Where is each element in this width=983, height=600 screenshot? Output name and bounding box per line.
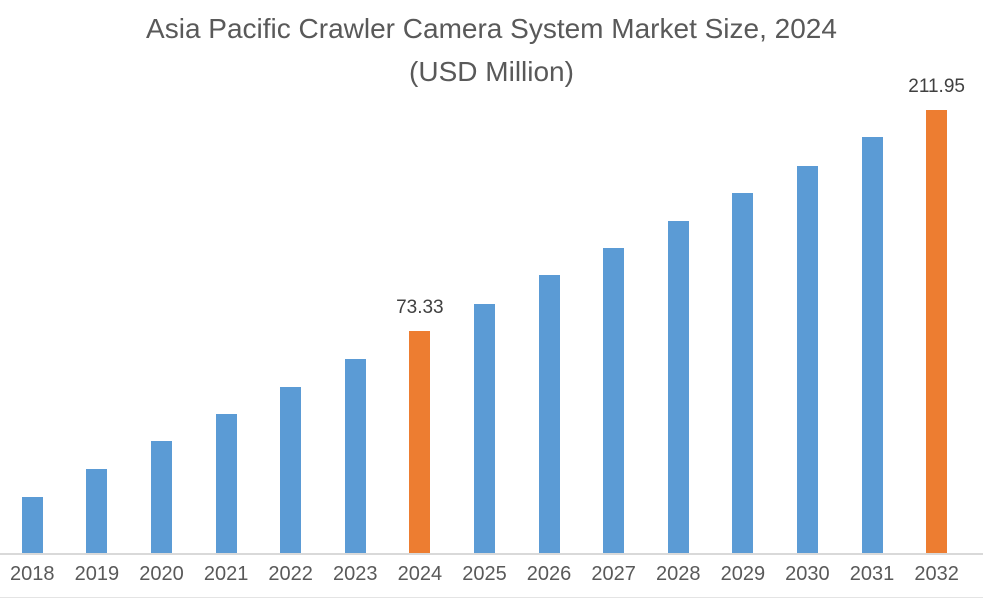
x-tick-2030: 2030 bbox=[785, 563, 830, 585]
bar-2029 bbox=[732, 193, 754, 554]
bar-2025 bbox=[473, 304, 495, 554]
bar-slot-2032: 211.95 bbox=[904, 0, 969, 554]
bar-slot-2028 bbox=[646, 0, 711, 554]
x-tick-2024: 2024 bbox=[397, 563, 443, 585]
bar-2028 bbox=[667, 221, 689, 554]
bar-2027 bbox=[603, 248, 625, 554]
x-tick-2025: 2025 bbox=[462, 563, 507, 585]
x-tick-2027: 2027 bbox=[591, 563, 636, 585]
bar-2020 bbox=[150, 441, 172, 554]
x-tick-2028: 2028 bbox=[655, 563, 701, 585]
bar-slot-2026 bbox=[517, 0, 582, 554]
bar-2021 bbox=[215, 414, 237, 554]
x-axis-line bbox=[0, 553, 983, 555]
bar-slot-2025 bbox=[452, 0, 517, 554]
x-tick-2021: 2021 bbox=[203, 563, 249, 585]
x-tick-2019: 2019 bbox=[74, 563, 120, 585]
bar-slot-2018 bbox=[0, 0, 65, 554]
x-tick-2032: 2032 bbox=[914, 563, 959, 585]
bar-2026 bbox=[538, 275, 560, 554]
bar-slot-2021 bbox=[194, 0, 259, 554]
x-tick-2026: 2026 bbox=[526, 563, 572, 585]
bar-2022 bbox=[280, 387, 302, 554]
chart-title-line1: Asia Pacific Crawler Camera System Marke… bbox=[146, 13, 837, 44]
x-tick-2018: 2018 bbox=[10, 563, 55, 585]
bar-slot-2022 bbox=[258, 0, 323, 554]
bar-slot-2027 bbox=[581, 0, 646, 554]
bar-2032 bbox=[926, 110, 948, 554]
plot-area: 73.33 211.95 bbox=[0, 0, 969, 554]
data-label-2032: 211.95 bbox=[908, 76, 965, 97]
bar-slot-2024: 73.33 bbox=[388, 0, 453, 554]
x-tick-2031: 2031 bbox=[849, 563, 895, 585]
bar-slot-2030 bbox=[775, 0, 840, 554]
x-tick-2023: 2023 bbox=[333, 563, 378, 585]
bar-2031 bbox=[861, 137, 883, 554]
bar-2019 bbox=[86, 469, 108, 554]
x-axis-labels: 2018 2019 2020 2021 2022 2023 2024 2025 2026 2027… bbox=[0, 563, 969, 586]
bar-2023 bbox=[344, 359, 366, 554]
x-tick-2022: 2022 bbox=[268, 563, 313, 585]
chart-title: Asia Pacific Crawler Camera System Marke… bbox=[0, 7, 983, 93]
x-tick-2029: 2029 bbox=[720, 563, 766, 585]
bar-slot-2020 bbox=[129, 0, 194, 554]
bar-slot-2019 bbox=[65, 0, 130, 554]
bar-slot-2031 bbox=[840, 0, 905, 554]
bar-slot-2029 bbox=[711, 0, 776, 554]
data-label-2024: 73.33 bbox=[396, 297, 444, 318]
chart-title-line2: (USD Million) bbox=[409, 56, 574, 87]
bar-slot-2023 bbox=[323, 0, 388, 554]
x-tick-2020: 2020 bbox=[139, 563, 184, 585]
bar-2030 bbox=[796, 166, 818, 554]
bar-2018 bbox=[21, 497, 43, 554]
bar-2024 bbox=[409, 331, 431, 554]
bottom-border bbox=[0, 597, 983, 598]
